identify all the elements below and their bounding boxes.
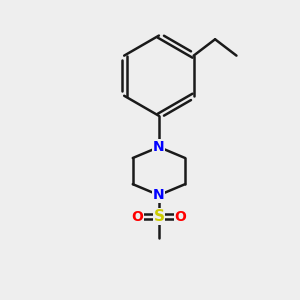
Text: O: O xyxy=(174,210,186,224)
Text: N: N xyxy=(153,188,165,202)
Text: S: S xyxy=(153,209,164,224)
Text: N: N xyxy=(153,140,165,154)
Text: O: O xyxy=(132,210,143,224)
